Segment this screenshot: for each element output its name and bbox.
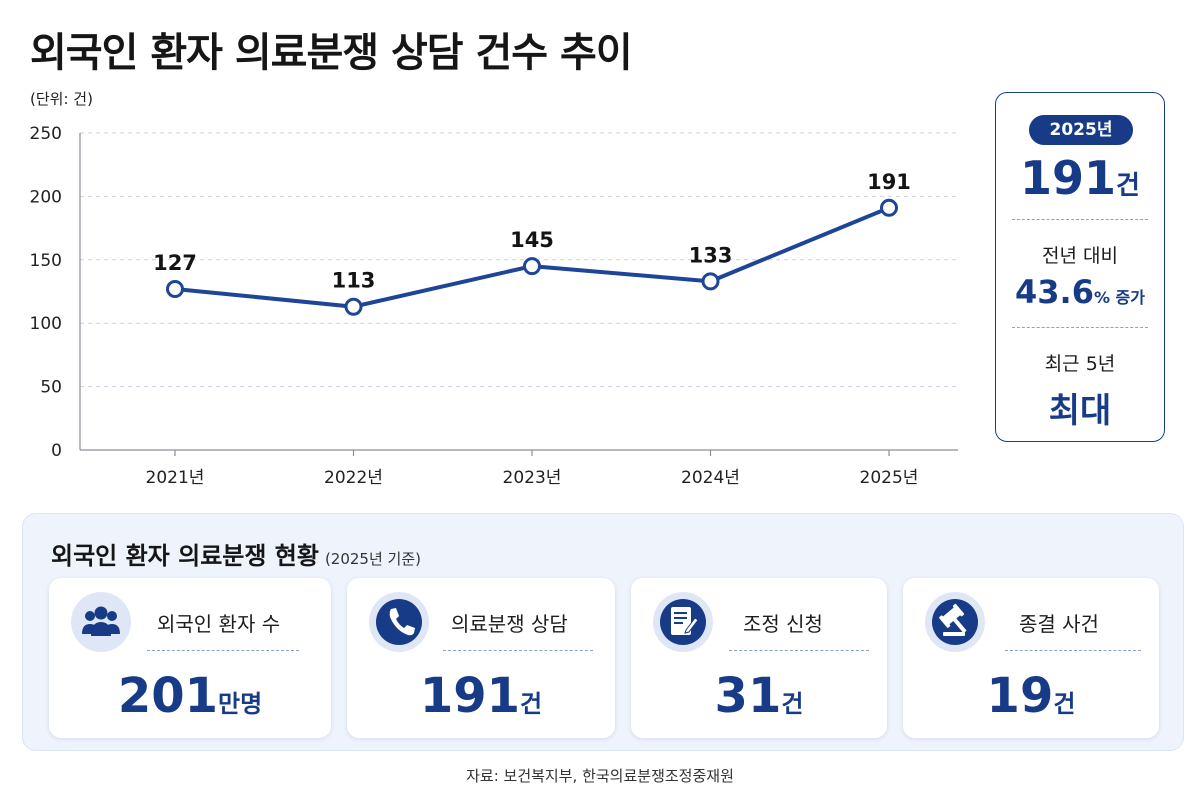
card-label: 종결 사건 <box>1019 612 1099 636</box>
year-badge: 2025년 <box>1029 115 1133 145</box>
card-divider <box>443 650 593 651</box>
card-divider <box>1005 650 1141 651</box>
status-panel: 외국인 환자 의료분쟁 현황 (2025년 기준) 외국인 환자 수 201만명 <box>22 513 1184 751</box>
recent-label: 최근 5년 <box>1044 353 1116 375</box>
data-point <box>880 198 898 217</box>
x-tick-label: 2025년 <box>860 468 919 488</box>
x-tick-label: 2023년 <box>503 468 562 488</box>
panel-subtitle: (2025년 기준) <box>324 550 421 568</box>
x-tick-label: 2021년 <box>146 468 205 488</box>
stat-card-consultations: 의료분쟁 상담 191건 <box>347 578 615 738</box>
card-label: 조정 신청 <box>743 612 823 636</box>
unit-label: (단위: 건) <box>30 90 93 108</box>
y-tick-label: 50 <box>40 378 62 398</box>
panel-title: 외국인 환자 의료분쟁 현황 (2025년 기준) <box>51 536 421 571</box>
callout-value-suffix: 건 <box>1116 171 1140 201</box>
x-tick-label: 2022년 <box>324 468 383 488</box>
change-label: 전년 대비 <box>1042 245 1118 267</box>
data-label: 133 <box>689 243 733 267</box>
callout-value-number: 191 <box>1020 151 1117 205</box>
card-divider <box>729 650 869 651</box>
y-tick-label: 0 <box>51 441 62 461</box>
y-tick-label: 100 <box>30 314 62 334</box>
phone-icon <box>369 592 429 652</box>
y-tick-label: 250 <box>30 124 62 144</box>
card-value: 31건 <box>631 668 887 724</box>
card-divider <box>147 650 299 651</box>
people-icon <box>71 592 131 652</box>
highlight-callout: 2025년 191건 전년 대비 43.6% 증가 최근 5년 최대 <box>995 92 1165 442</box>
data-point <box>523 257 541 276</box>
panel-title-text: 외국인 환자 의료분쟁 현황 <box>51 542 319 570</box>
card-value-suffix: 건 <box>520 690 543 718</box>
data-point <box>166 279 184 298</box>
callout-divider <box>1012 327 1148 328</box>
callout-divider <box>1012 219 1148 220</box>
stat-card-mediation: 조정 신청 31건 <box>631 578 887 738</box>
data-label: 113 <box>332 269 376 293</box>
change-value: 43.6% 증가 <box>996 273 1164 311</box>
data-label: 191 <box>867 170 911 194</box>
x-tick-label: 2024년 <box>681 468 740 488</box>
gavel-icon <box>925 592 985 652</box>
data-point <box>344 297 363 316</box>
document-edit-icon <box>653 592 713 652</box>
stat-card-patients: 외국인 환자 수 201만명 <box>49 578 331 738</box>
change-value-suffix: % 증가 <box>1093 288 1145 307</box>
card-value-number: 191 <box>419 668 521 724</box>
card-value-suffix: 건 <box>1053 690 1076 718</box>
card-value: 201만명 <box>49 668 331 724</box>
card-value-suffix: 만명 <box>218 690 263 718</box>
stat-card-closed: 종결 사건 19건 <box>903 578 1159 738</box>
data-label: 145 <box>510 228 554 252</box>
data-label: 127 <box>153 251 197 275</box>
card-label: 외국인 환자 수 <box>157 612 281 636</box>
card-label: 의료분쟁 상담 <box>451 612 568 636</box>
card-value-number: 201 <box>117 668 219 724</box>
line-chart: 0 50 100 150 200 250 2021년 2022년 2023년 2024년 2025년… <box>30 124 958 488</box>
card-value: 19건 <box>903 668 1159 724</box>
card-value: 191건 <box>347 668 615 724</box>
recent-value: 최대 <box>1048 391 1112 431</box>
y-tick-label: 200 <box>30 187 62 207</box>
page-title: 외국인 환자 의료분쟁 상담 건수 추이 <box>30 30 633 76</box>
card-value-suffix: 건 <box>781 690 804 718</box>
source-note: 자료: 보건복지부, 한국의료분쟁조정중재원 <box>466 767 734 785</box>
callout-value: 191건 <box>996 151 1164 205</box>
card-value-number: 19 <box>986 668 1054 724</box>
change-value-number: 43.6 <box>1015 273 1094 311</box>
y-tick-label: 150 <box>30 251 62 271</box>
data-point <box>701 272 720 291</box>
card-value-number: 31 <box>714 668 782 724</box>
